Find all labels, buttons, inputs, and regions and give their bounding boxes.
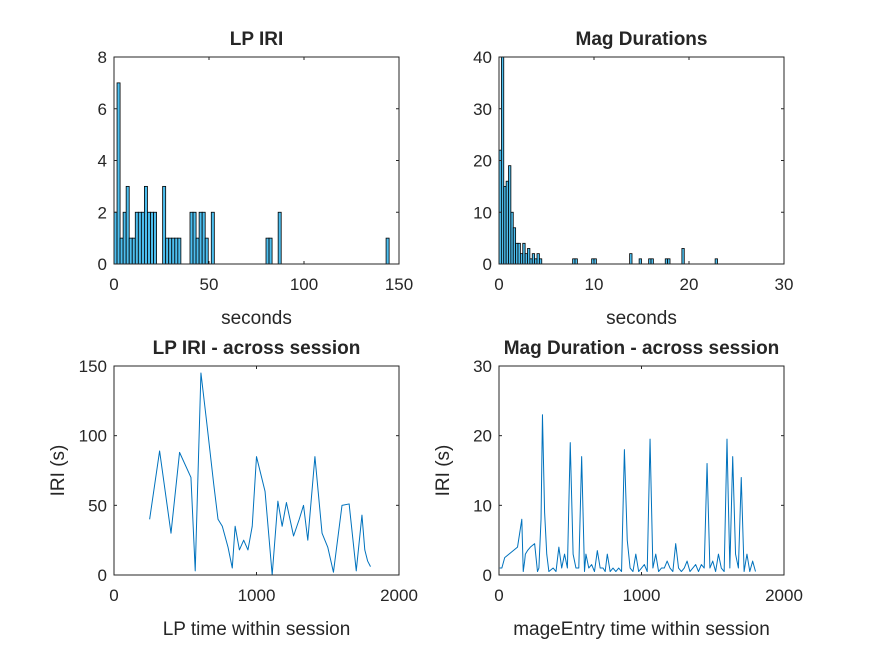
lp-iri-session-line: LP IRI - across session LP time within s… bbox=[48, 338, 418, 640]
x-tick-label: 1000 bbox=[238, 586, 276, 605]
histogram-bar bbox=[268, 237, 273, 265]
series-line bbox=[499, 414, 756, 573]
y-tick-label: 100 bbox=[79, 427, 107, 446]
histogram-bar bbox=[137, 211, 142, 265]
y-tick-label: 20 bbox=[473, 427, 492, 446]
y-tick-label: 0 bbox=[483, 255, 492, 274]
x-tick-label: 20 bbox=[680, 275, 699, 294]
chart-title: LP IRI bbox=[230, 29, 284, 50]
mag-durations-histogram: Mag Durations seconds 0 10 20 30 0 10 20 30 40 bbox=[473, 29, 793, 329]
histogram-bar bbox=[134, 211, 139, 265]
histogram-bar bbox=[198, 211, 203, 265]
y-tick-label: 20 bbox=[473, 152, 492, 171]
y-tick-label: 0 bbox=[98, 255, 107, 274]
x-axis-label: mageEntry time within session bbox=[513, 619, 770, 640]
y-tick-label: 10 bbox=[473, 203, 492, 222]
y-tick-label: 30 bbox=[473, 100, 492, 119]
histogram-bar bbox=[189, 211, 194, 265]
histogram-bar bbox=[177, 237, 182, 265]
x-tick-label: 0 bbox=[109, 275, 118, 294]
histogram-bar bbox=[174, 237, 179, 265]
x-axis-label: seconds bbox=[606, 308, 677, 329]
histogram-bar bbox=[143, 185, 148, 265]
histogram-bar bbox=[153, 211, 157, 265]
histogram-bar bbox=[650, 258, 654, 265]
chart-title: LP IRI - across session bbox=[153, 338, 361, 359]
histogram-bar bbox=[168, 237, 173, 265]
histogram-bar bbox=[122, 211, 127, 265]
y-tick-label: 50 bbox=[88, 496, 107, 515]
histogram-bar bbox=[265, 237, 270, 265]
histogram-bar bbox=[667, 258, 671, 265]
histogram-bar bbox=[131, 237, 136, 265]
histogram-bar bbox=[147, 211, 151, 265]
histogram-bar bbox=[171, 237, 176, 265]
x-tick-label: 0 bbox=[494, 275, 503, 294]
x-tick-label: 50 bbox=[200, 275, 219, 294]
series-line bbox=[149, 372, 371, 576]
x-tick-label: 1000 bbox=[623, 586, 661, 605]
histogram-bar bbox=[681, 248, 685, 265]
y-tick-label: 6 bbox=[98, 100, 107, 119]
histogram-bar bbox=[638, 258, 642, 265]
y-axis-label: IRI (s) bbox=[433, 445, 454, 497]
x-tick-label: 0 bbox=[109, 586, 118, 605]
histogram-bar bbox=[140, 211, 145, 265]
x-axis-label: seconds bbox=[221, 308, 292, 329]
x-tick-label: 0 bbox=[494, 586, 503, 605]
x-tick-label: 2000 bbox=[380, 586, 418, 605]
x-tick-label: 30 bbox=[775, 275, 794, 294]
x-axis-label: LP time within session bbox=[163, 619, 351, 640]
chart-title: Mag Durations bbox=[576, 29, 708, 50]
histogram-bar bbox=[277, 211, 282, 265]
histogram-bar bbox=[162, 185, 167, 265]
histogram-bar bbox=[385, 237, 390, 265]
y-axis-label: IRI (s) bbox=[48, 445, 69, 497]
histogram-bar bbox=[574, 258, 578, 265]
x-tick-label: 10 bbox=[585, 275, 604, 294]
histogram-bar bbox=[195, 237, 200, 265]
chart-title: Mag Duration - across session bbox=[504, 338, 780, 359]
histogram-bar bbox=[538, 258, 543, 265]
y-tick-label: 30 bbox=[473, 357, 492, 376]
x-tick-label: 2000 bbox=[765, 586, 803, 605]
y-tick-label: 2 bbox=[98, 203, 107, 222]
histogram-bar bbox=[128, 237, 133, 265]
histogram-bar bbox=[201, 211, 206, 265]
histogram-bar bbox=[119, 237, 124, 265]
histogram-bar bbox=[204, 237, 209, 265]
axes-box bbox=[498, 56, 785, 265]
histogram-bar bbox=[210, 211, 215, 265]
y-tick-label: 8 bbox=[98, 48, 107, 67]
x-tick-label: 150 bbox=[385, 275, 413, 294]
histogram-bar bbox=[165, 237, 170, 265]
mag-duration-session-line: Mag Duration - across session mageEntry … bbox=[433, 338, 803, 640]
y-tick-label: 0 bbox=[98, 566, 107, 585]
histogram-bar bbox=[150, 211, 154, 265]
y-tick-label: 40 bbox=[473, 48, 492, 67]
y-tick-label: 10 bbox=[473, 496, 492, 515]
y-tick-label: 0 bbox=[483, 566, 492, 585]
x-tick-label: 100 bbox=[290, 275, 318, 294]
y-tick-label: 150 bbox=[79, 357, 107, 376]
y-tick-label: 4 bbox=[98, 152, 107, 171]
histogram-bar bbox=[125, 185, 130, 265]
lp-iri-histogram: LP IRI seconds 0 50 100 150 0 2 4 6 8 bbox=[98, 29, 414, 329]
histogram-bar bbox=[116, 82, 121, 265]
histogram-bar bbox=[192, 211, 197, 265]
histogram-bar bbox=[714, 258, 718, 265]
histogram-bar bbox=[629, 253, 633, 265]
